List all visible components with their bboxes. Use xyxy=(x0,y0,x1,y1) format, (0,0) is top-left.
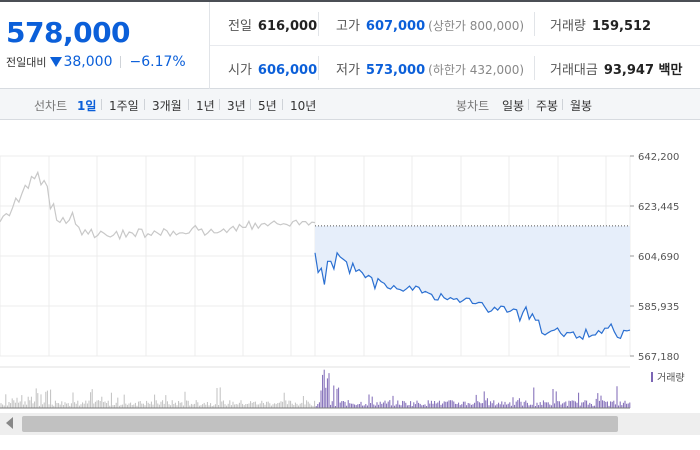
stat-volume: 거래량 159,512 xyxy=(550,15,651,34)
stat-label: 거래대금 xyxy=(550,63,598,78)
stat-label: 거래량 xyxy=(550,19,586,34)
today-price-line xyxy=(314,251,631,341)
y-tick-label: 623,445 xyxy=(638,202,679,213)
stat-value: 607,000 xyxy=(365,19,426,34)
stat-value: 606,000 xyxy=(257,63,318,78)
divider xyxy=(534,56,535,80)
tab-weekly-candle[interactable]: 주봉 xyxy=(536,99,559,113)
price-block: 578,000 전일대비 38,000 −6.17% xyxy=(0,2,210,89)
tab-10year[interactable]: 10년 xyxy=(290,99,317,113)
stat-amount: 거래대금 93,947 백만 xyxy=(550,59,682,78)
tab-divider xyxy=(250,99,251,110)
upper-limit: (상한가 800,000) xyxy=(428,19,525,33)
stat-value: 159,512 xyxy=(591,19,652,34)
scrollbar-thumb[interactable] xyxy=(22,416,618,432)
y-tick-label: 567,180 xyxy=(638,352,679,363)
change-divider xyxy=(120,56,122,68)
volume-legend-label: 거래량 xyxy=(657,372,685,384)
quote-header: 578,000 전일대비 38,000 −6.17% 전일 616,000 고가 6… xyxy=(0,0,700,89)
candle-chart-label: 봉차트 xyxy=(456,99,490,113)
tab-1year[interactable]: 1년 xyxy=(196,99,215,113)
volume-bars xyxy=(0,366,631,408)
down-triangle-icon xyxy=(50,57,63,67)
stat-value: 93,947 백만 xyxy=(603,63,683,78)
divider xyxy=(318,12,319,36)
y-tick-label: 604,690 xyxy=(638,252,679,263)
stat-value: 573,000 xyxy=(365,63,426,78)
tab-monthly-candle[interactable]: 월봉 xyxy=(570,99,593,113)
stat-label: 시가 xyxy=(228,63,252,78)
stat-label: 고가 xyxy=(336,19,360,34)
stat-value: 616,000 xyxy=(257,19,318,34)
stats-table: 전일 616,000 고가 607,000 (상한가 800,000) 거래량 159,… xyxy=(210,2,700,89)
tab-divider xyxy=(188,99,189,110)
tab-divider xyxy=(144,99,145,110)
stat-prev-close: 전일 616,000 xyxy=(228,15,317,34)
stat-low: 저가 573,000 (하한가 432,000) xyxy=(336,59,524,78)
divider xyxy=(318,56,319,80)
tab-3month[interactable]: 3개월 xyxy=(152,99,182,113)
today-area-fill xyxy=(315,225,630,340)
tab-divider xyxy=(282,99,283,110)
tab-divider xyxy=(219,99,220,110)
stats-row-2: 시가 606,000 저가 573,000 (하한가 432,000) 거래대금 93,… xyxy=(210,46,700,89)
tab-divider xyxy=(528,99,529,110)
lower-limit: (하한가 432,000) xyxy=(428,63,525,77)
tab-5year[interactable]: 5년 xyxy=(258,99,277,113)
stat-high: 고가 607,000 (상한가 800,000) xyxy=(336,15,524,34)
chart-tabs: 선차트 1일 1주일 3개월 1년 3년 5년 10년 봉차트 일봉 주봉 월봉 xyxy=(0,89,700,120)
y-tick-label: 642,200 xyxy=(638,152,679,163)
change-percent: −6.17% xyxy=(129,54,186,70)
stat-open: 시가 606,000 xyxy=(228,59,317,78)
tab-daily-candle[interactable]: 일봉 xyxy=(502,99,525,113)
tab-1week[interactable]: 1주일 xyxy=(109,99,139,113)
stat-label: 저가 xyxy=(336,63,360,78)
volume-legend-swatch xyxy=(651,372,653,382)
tab-1day[interactable]: 1일 xyxy=(77,99,97,113)
y-tick-label: 585,935 xyxy=(638,302,679,313)
chart-area: 642,200 623,445 604,690 585,935 567,180 거래량 xyxy=(0,120,700,450)
price-chart: 642,200 623,445 604,690 585,935 567,180 거래량 xyxy=(0,152,685,409)
line-chart-label: 선차트 xyxy=(34,99,68,113)
scroll-left-arrow-icon[interactable] xyxy=(6,417,13,429)
current-price: 578,000 xyxy=(6,16,131,49)
change-row: 전일대비 38,000 −6.17% xyxy=(6,54,186,70)
tab-divider xyxy=(562,99,563,110)
y-axis-labels: 642,200 623,445 604,690 585,935 567,180 xyxy=(630,152,679,363)
tab-3year[interactable]: 3년 xyxy=(227,99,246,113)
stats-row-1: 전일 616,000 고가 607,000 (상한가 800,000) 거래량 159,… xyxy=(210,2,700,46)
change-label: 전일대비 xyxy=(6,56,47,69)
prev-day-price-line xyxy=(0,170,316,241)
stat-label: 전일 xyxy=(228,19,252,34)
tab-divider xyxy=(101,99,102,110)
change-value: 38,000 xyxy=(63,54,113,70)
divider xyxy=(534,12,535,36)
